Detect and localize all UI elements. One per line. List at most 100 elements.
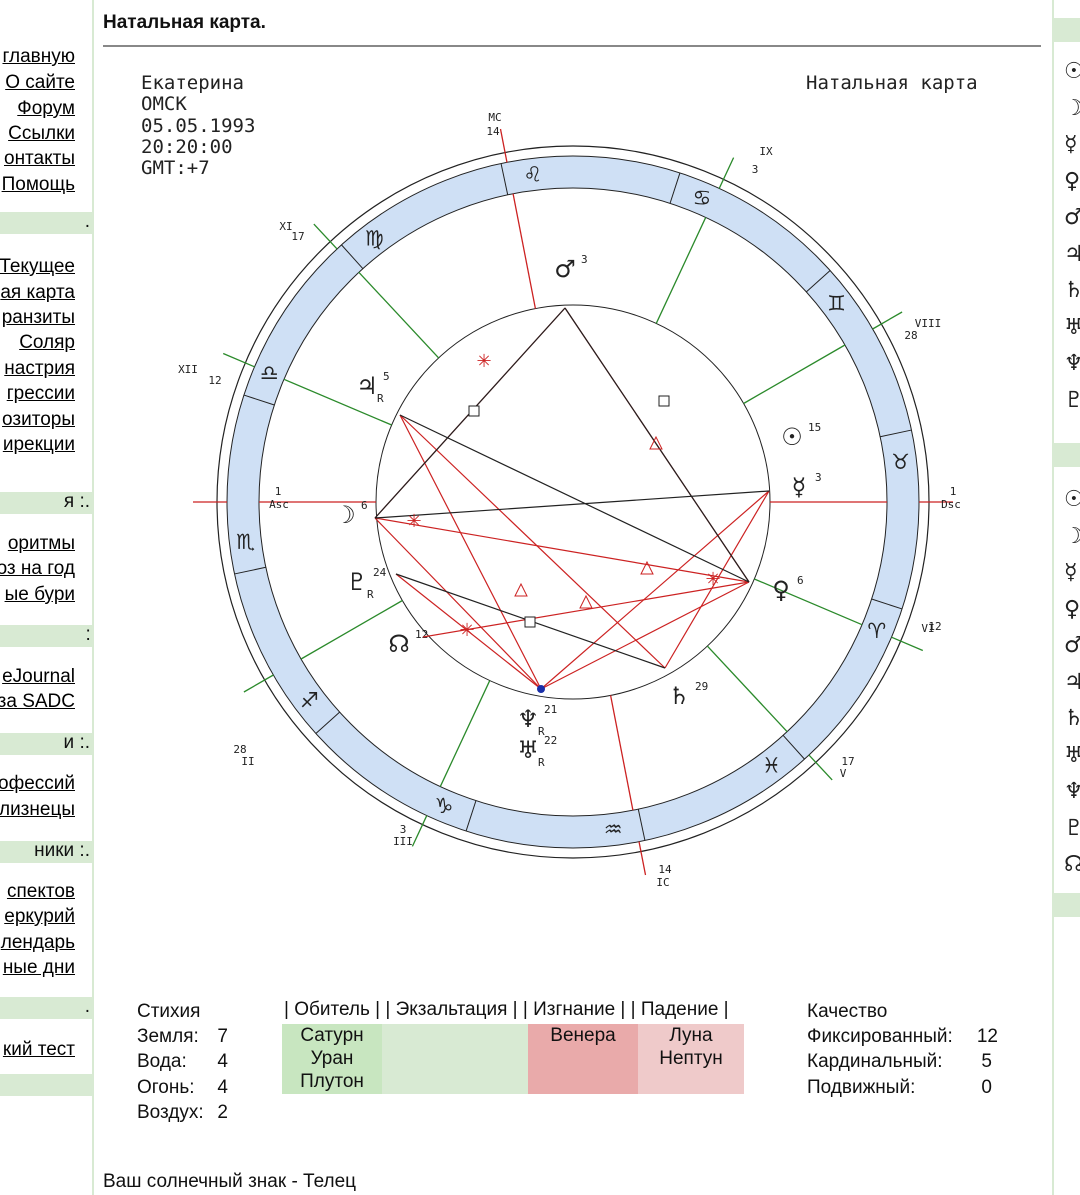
elements-title: Стихия xyxy=(137,1001,201,1022)
nav-link-calendar[interactable]: лендарь xyxy=(0,932,75,953)
planet-link-icon[interactable]: ♂ xyxy=(1064,206,1080,230)
house-cusp-line xyxy=(512,193,537,309)
dignity-column-exaltation xyxy=(382,1024,528,1094)
planet-link-icon[interactable]: ☽ xyxy=(1064,96,1080,121)
nav-link-magnetic-storms[interactable]: ые бури xyxy=(4,584,75,605)
planet-link-icon[interactable]: ♆ xyxy=(1064,352,1080,376)
nav-link-days[interactable]: ные дни xyxy=(2,957,75,978)
element-label-air: Воздух: xyxy=(137,1102,204,1123)
nav-link-links[interactable]: Ссылки xyxy=(8,123,75,144)
sign-divider xyxy=(669,172,681,204)
house-cusp-line xyxy=(439,680,491,787)
nav-link-year-forecast[interactable]: оз на год xyxy=(0,558,75,579)
saturn-icon: ♄ xyxy=(668,682,690,710)
nav-link-solar[interactable]: Соляр xyxy=(19,332,75,353)
nav-link-natal[interactable]: ая карта xyxy=(0,282,75,303)
planet-link-icon[interactable]: ☊ xyxy=(1064,853,1080,877)
dignity-planet: Венера xyxy=(550,1025,616,1046)
planet-link-icon[interactable]: ☽ xyxy=(1064,524,1080,549)
nav-link-twins[interactable]: лизнецы xyxy=(0,799,75,820)
house-cusp-line xyxy=(313,223,338,250)
nav-link-home[interactable]: главную xyxy=(2,46,75,67)
planet-link-icon[interactable]: ♄ xyxy=(1064,279,1080,303)
nav-link-progressions[interactable]: грессии xyxy=(6,383,75,404)
house-cusp-line xyxy=(300,599,403,660)
page-title: Натальная карта. xyxy=(103,12,266,33)
nav-section-band xyxy=(0,997,92,1019)
left-sidebar: главную О сайте Форум Ссылки онтакты Пом… xyxy=(0,0,94,1195)
house-cusp-line xyxy=(358,271,440,359)
nav-link-test[interactable]: кий тест xyxy=(2,1039,75,1060)
house-label: IX xyxy=(759,145,773,158)
planet-degree: 24 xyxy=(373,566,387,579)
nav-link-sadc[interactable]: за SADC xyxy=(0,691,75,712)
nav-link-mercury[interactable]: еркурий xyxy=(4,906,75,927)
title-divider xyxy=(103,45,1041,47)
dignity-planet: Плутон xyxy=(300,1071,364,1092)
dignity-column-fall: Луна Нептун xyxy=(638,1024,744,1094)
planet-link-icon[interactable]: ♃ xyxy=(1064,242,1080,267)
aspect-sextile-marker: ✳ xyxy=(406,511,421,532)
aspect-triangle-marker xyxy=(579,594,593,609)
nav-link-help[interactable]: Помощь xyxy=(1,174,75,195)
nav-link-biorhythms[interactable]: оритмы xyxy=(7,533,75,554)
quality-value-mutable: 0 xyxy=(981,1077,992,1098)
element-value-water: 4 xyxy=(217,1051,228,1072)
aspect-circle xyxy=(375,304,771,700)
nav-link-livejournal[interactable]: eJournal xyxy=(2,666,75,687)
nav-link-synastry[interactable]: настрия xyxy=(4,358,75,379)
nav-link-transits[interactable]: ранзиты xyxy=(1,307,75,328)
planet-link-icon[interactable]: ☉ xyxy=(1064,60,1080,84)
node-icon: ☊ xyxy=(388,630,409,658)
zodiac-sign-icon: ♌ xyxy=(523,162,542,186)
planet-link-icon[interactable]: ♆ xyxy=(1064,780,1080,804)
house-cusp-line xyxy=(655,217,707,324)
planet-link-icon[interactable]: ♅ xyxy=(1064,315,1080,340)
retrograde-mark: R xyxy=(377,392,384,405)
house-degree: 12 xyxy=(208,374,221,387)
dignity-planet: Нептун xyxy=(659,1048,723,1069)
planet-degree: 15 xyxy=(808,421,821,434)
nav-link-contacts[interactable]: онтакты xyxy=(4,148,75,169)
nav-link-professions[interactable]: офессий xyxy=(0,773,75,794)
planet-link-icon[interactable]: ☉ xyxy=(1064,488,1080,512)
planet-link-icon[interactable]: ♂ xyxy=(1064,634,1080,658)
house-label: VI xyxy=(921,622,934,635)
planet-link-icon[interactable]: ♀ xyxy=(1064,596,1080,622)
planet-degree: 21 xyxy=(544,703,557,716)
quality-value-fixed: 12 xyxy=(976,1026,998,1047)
zodiac-sign-icon: ♏ xyxy=(236,530,255,554)
house-cusp-line xyxy=(283,378,392,426)
planet-degree: 3 xyxy=(581,253,588,266)
neptune-icon: ♆ xyxy=(517,705,539,733)
nav-section-band xyxy=(0,841,92,863)
house-degree: 17 xyxy=(841,755,854,768)
aspect-sextile-marker: ✳ xyxy=(459,620,474,641)
planet-link-icon[interactable]: ♃ xyxy=(1064,670,1080,695)
planet-link-icon[interactable]: ♅ xyxy=(1064,743,1080,768)
nav-link-directions[interactable]: ирекции xyxy=(2,434,75,455)
house-cusp-line xyxy=(243,674,274,693)
moon-icon: ☽ xyxy=(334,501,356,529)
nav-link-about[interactable]: О сайте xyxy=(5,72,75,93)
planet-link-icon[interactable]: ♄ xyxy=(1064,707,1080,731)
house-cusp-line xyxy=(411,815,428,847)
planet-link-icon[interactable]: ♇ xyxy=(1064,816,1080,841)
nav-link-aspects[interactable]: спектов xyxy=(6,881,75,902)
nav-link-composites[interactable]: озиторы xyxy=(2,409,75,430)
planet-link-icon[interactable]: ♇ xyxy=(1064,388,1080,413)
zodiac-sign-icon: ♊ xyxy=(827,291,846,315)
house-label: IC xyxy=(656,876,669,889)
planet-link-icon[interactable]: ♀ xyxy=(1064,168,1080,194)
planet-link-icon[interactable]: ☿ xyxy=(1064,132,1078,157)
house-label: VIII xyxy=(915,317,942,330)
chart-type-label: Натальная карта xyxy=(806,72,978,94)
planet-degree: 6 xyxy=(797,574,804,587)
sign-divider xyxy=(806,270,831,293)
aspect-square-marker xyxy=(468,405,480,417)
house-cusp-line xyxy=(891,636,924,652)
nav-link-current[interactable]: Текущее xyxy=(0,256,75,277)
planet-link-icon[interactable]: ☿ xyxy=(1064,560,1078,585)
zodiac-wheel: ♌♋♊♉♈♓♒♑♐♏♎♍1AscII28III3IC14V17VI121DscV… xyxy=(178,111,961,889)
nav-link-forum[interactable]: Форум xyxy=(17,98,75,119)
